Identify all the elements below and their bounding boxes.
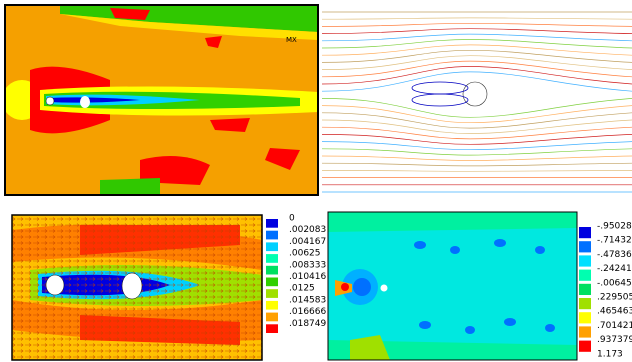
- legend-swatch: [266, 231, 278, 240]
- legend-label: -.242411: [597, 264, 632, 274]
- legend-swatch: [579, 284, 591, 295]
- vector-panel: [12, 215, 262, 360]
- legend-swatch: [266, 219, 278, 228]
- legend-label: 1.173: [597, 349, 623, 359]
- legend-swatch: [579, 255, 591, 266]
- legend-swatch: [579, 326, 591, 337]
- legend-label: -.950284: [597, 222, 632, 232]
- legend-swatch: [266, 289, 278, 298]
- legend-swatch: [266, 278, 278, 287]
- legend-label: .0125: [289, 284, 315, 294]
- contour-panel: [328, 212, 577, 360]
- contour-panel: MX: [2, 5, 318, 195]
- legend-swatch: [579, 227, 591, 238]
- legend-swatch: [266, 242, 278, 251]
- legend-label: .008333: [289, 260, 326, 270]
- legend-label: .018749: [289, 319, 326, 329]
- legend-label: -.478369: [597, 250, 632, 260]
- legend-swatch: [579, 341, 591, 352]
- legend-swatch: [579, 312, 591, 323]
- legend-label: .00625: [289, 249, 321, 259]
- legend-label: .465463: [597, 307, 632, 317]
- legend-swatch: [579, 241, 591, 252]
- legend-label: .937379: [597, 335, 632, 345]
- svg-text:MX: MX: [286, 36, 297, 44]
- legend-label: -.714326: [597, 236, 632, 246]
- legend-label: .010416: [289, 272, 326, 282]
- legend-swatch: [266, 301, 278, 310]
- legend-swatch: [579, 298, 591, 309]
- legend-swatch: [266, 266, 278, 275]
- legend-label: .002083: [289, 225, 326, 235]
- legend-label: .016666: [289, 307, 326, 317]
- legend-label: -.006453: [597, 278, 632, 288]
- legend-swatch: [579, 270, 591, 281]
- legend-label: .004167: [289, 237, 326, 247]
- legend-label: .229505: [597, 293, 632, 303]
- screenshot: MX: [0, 0, 632, 362]
- legend-swatch: [266, 313, 278, 322]
- legend-swatch: [266, 254, 278, 263]
- legend-swatch: [266, 324, 278, 333]
- legend-label: 0: [289, 214, 295, 224]
- streamline-panel: [320, 5, 632, 195]
- legend-label: .701421: [597, 321, 632, 331]
- legend-label: .014583: [289, 295, 326, 305]
